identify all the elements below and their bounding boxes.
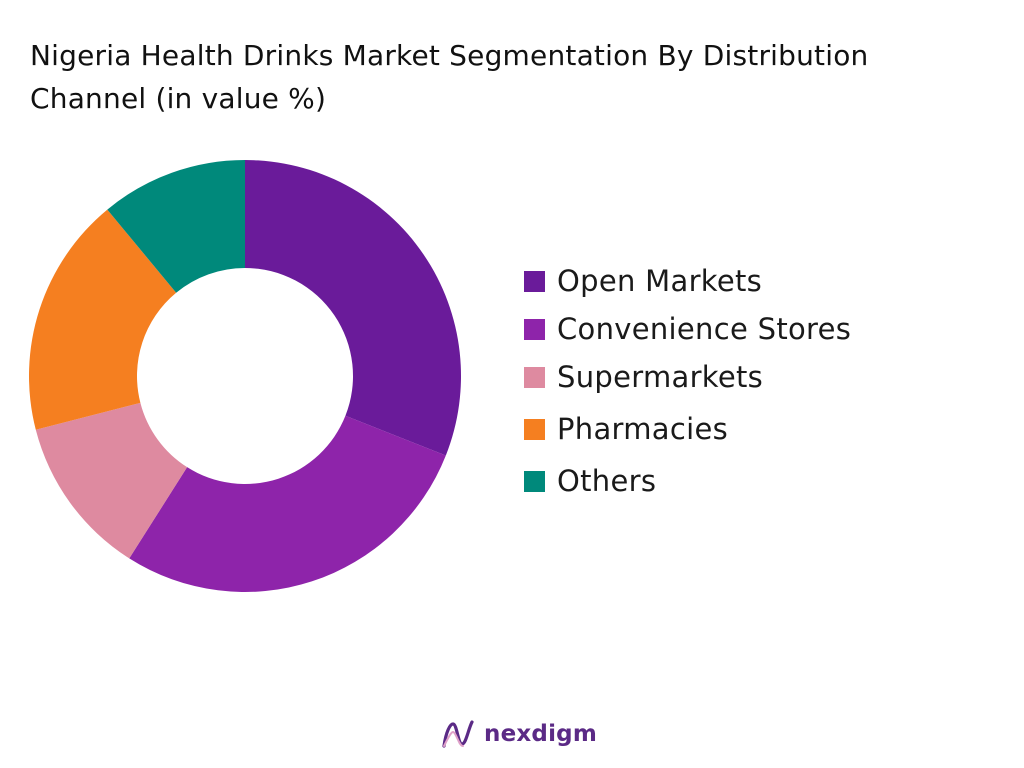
slice-pharmacies	[29, 209, 177, 430]
slice-open-markets	[245, 160, 461, 456]
legend-item-open-markets: Open Markets	[524, 264, 762, 298]
legend-label-open-markets: Open Markets	[557, 264, 763, 298]
legend-item-others: Others	[524, 464, 656, 498]
legend-label-others: Others	[557, 464, 657, 498]
legend-item-supermarkets: Supermarkets	[524, 360, 763, 394]
legend-item-pharmacies: Pharmacies	[524, 412, 728, 446]
legend-swatch-convenience-stores	[524, 318, 545, 340]
brand-logo: nexdigm	[440, 716, 597, 752]
slice-convenience-stores	[129, 415, 446, 592]
legend-item-convenience-stores: Convenience Stores	[524, 312, 851, 346]
slice-others	[107, 160, 245, 293]
legend-swatch-open-markets	[524, 270, 545, 292]
brand-name: nexdigm	[484, 721, 597, 747]
nexdigm-logo-icon	[442, 720, 474, 748]
legend-swatch-supermarkets	[524, 366, 545, 388]
legend-swatch-others	[524, 470, 545, 492]
chart-title: Nigeria Health Drinks Market Segmentatio…	[30, 39, 869, 115]
slice-supermarkets	[35, 402, 188, 559]
legend-label-pharmacies: Pharmacies	[557, 412, 729, 446]
legend-label-supermarkets: Supermarkets	[557, 360, 764, 394]
legend-label-convenience-stores: Convenience Stores	[557, 312, 852, 346]
donut-slices	[29, 160, 461, 592]
legend-swatch-pharmacies	[524, 418, 545, 440]
